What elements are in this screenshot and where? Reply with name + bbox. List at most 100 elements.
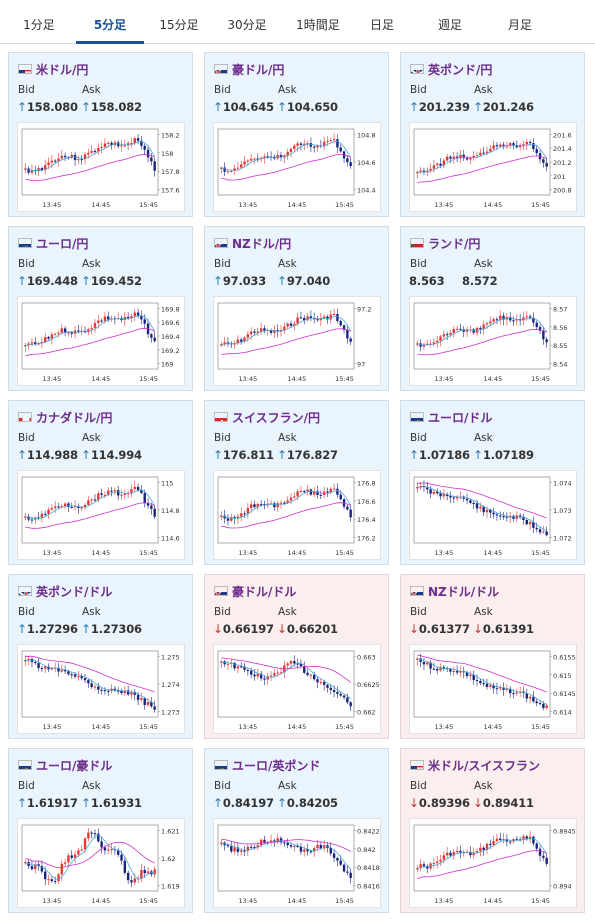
chart-container[interactable]: 1.074 1.073 1.072 13:45 14:45 15:45 [409,470,577,560]
candle-body [508,143,512,146]
chart-container[interactable]: 158.2 158 157.8 157.6 13:45 14:45 15:45 [17,122,185,212]
candle-body [508,841,512,843]
rate-card[interactable]: 米ドル/スイスフラン Bid Ask ↓0.89396 ↓0.89411 0.8945 0.… [400,748,585,913]
tab-3[interactable]: 30分足 [227,18,267,32]
chart-container[interactable]: 104.8 104.6 104.4 13:45 14:45 15:45 [213,122,381,212]
candle-body [439,667,442,671]
rate-card[interactable]: ユーロ/円 Bid Ask ↑169.448 ↑169.452 169.8 169.6 169… [8,226,193,391]
candle-body [346,871,349,873]
ask-price: 97.040 [286,274,331,288]
pair-name-link[interactable]: 豪ドル/円 [232,63,285,77]
rate-card[interactable]: 豪ドル/ドル Bid Ask ↓0.66197 ↓0.66201 0.663 0.6625 0… [204,574,389,739]
y-tick-label: 114.8 [161,507,180,515]
candle-body [140,490,143,494]
chart-container[interactable]: 201.6 201.4 201.2 201 200.8 13:45 14:45 15:45 [409,122,577,212]
price-chart: 1.074 1.073 1.072 13:45 14:45 15:45 [413,476,572,557]
candle-body [60,863,64,875]
y-tick-label: 97 [357,361,365,369]
candle-body [502,687,505,690]
ask-price: 1.07189 [482,448,534,462]
candle-body [116,690,120,692]
pair-name-link[interactable]: 英ポンド/円 [428,63,493,77]
rate-card[interactable]: NZドル/ドル Bid Ask ↓0.61377 ↓0.61391 0.6155 0.615… [400,574,585,739]
candle-body [489,509,492,513]
tab-5[interactable]: 日足 [369,18,394,32]
rate-card[interactable]: ユーロ/ドル Bid Ask ↑1.07186 ↑1.07189 1.074 1.073 1.… [400,400,585,565]
rate-card[interactable]: 米ドル/円 Bid Ask ↑158.080 ↑158.082 158.2 158 157.8… [8,52,193,217]
candle-body [469,851,472,856]
rate-card[interactable]: スイスフラン/円 Bid Ask ↑176.811 ↑176.827 176.8 176.6… [204,400,389,565]
up-arrow-icon: ↑ [473,100,483,114]
candle-body [279,672,283,674]
chart-container[interactable]: 0.8945 0.894 13:45 14:45 15:45 [409,818,577,908]
pair-name-link[interactable]: 豪ドル/ドル [232,585,297,599]
au-us-flag-icon [214,586,228,596]
candle-body [512,693,515,695]
candle-body [342,864,346,872]
chart-container[interactable]: 97.2 97 13:45 14:45 15:45 [213,296,381,386]
pair-name-link[interactable]: ユーロ/英ポンド [232,759,321,773]
pair-name-link[interactable]: NZドル/円 [232,237,292,251]
chart-container[interactable]: 8.57 8.56 8.55 8.54 13:45 14:45 15:45 [409,296,577,386]
pair-name-link[interactable]: スイスフラン/円 [232,411,321,425]
ask-price: 104.650 [286,100,338,114]
candle-body [87,680,90,684]
rate-card[interactable]: カナダドル/円 Bid Ask ↑114.988 ↑114.994 115 114.8 114… [8,400,193,565]
candle-body [426,662,429,665]
rate-card[interactable]: 豪ドル/円 Bid Ask ↑104.645 ↑104.650 104.8 104.6 104… [204,52,389,217]
candle-body [545,857,548,864]
pair-name-link[interactable]: 米ドル/スイスフラン [428,759,541,773]
chart-container[interactable]: 176.8 176.6 176.4 176.2 13:45 14:45 15:45 [213,470,381,560]
candle-body [126,143,130,146]
pair-name-link[interactable]: ランド/円 [428,237,481,251]
pair-name-link[interactable]: カナダドル/円 [36,411,113,425]
tab-4[interactable]: 1時間足 [296,18,340,32]
rate-card[interactable]: NZドル/円 Bid Ask ↑97.033 ↑97.040 97.2 97 13:45 14:… [204,226,389,391]
pair-name-link[interactable]: 米ドル/円 [36,63,89,77]
chart-container[interactable]: 1.275 1.274 1.273 13:45 14:45 15:45 [17,644,185,734]
chart-container[interactable]: 0.663 0.6625 0.662 13:45 14:45 15:45 [213,644,381,734]
rate-card[interactable]: 英ポンド/円 Bid Ask ↑201.239 ↑201.246 201.6 201.4 20… [400,52,585,217]
rate-card[interactable]: ユーロ/英ポンド Bid Ask ↑0.84197 ↑0.84205 0.8422 0.84… [204,748,389,913]
rate-card[interactable]: 英ポンド/ドル Bid Ask ↑1.27296 ↑1.27306 1.275 1.274 1… [8,574,193,739]
tab-0[interactable]: 1分足 [23,18,55,32]
ask-label: Ask [82,84,101,96]
chart-container[interactable]: 0.6155 0.615 0.6145 0.614 13:45 14:45 15:45 [409,644,577,734]
candle-body [475,503,479,509]
rate-card[interactable]: ユーロ/豪ドル Bid Ask ↑1.61917 ↑1.61931 1.621 1.62 1.… [8,748,193,913]
candle-body [123,494,127,495]
chart-container[interactable]: 1.621 1.62 1.619 13:45 14:45 15:45 [17,818,185,908]
bid-price: 201.239 [418,100,470,114]
candle-body [452,852,456,856]
chart-container[interactable]: 0.8422 0.842 0.8418 0.8416 13:45 14:45 15:45 [213,818,381,908]
candle-body [283,326,286,331]
pair-name-link[interactable]: NZドル/ドル [428,585,500,599]
pair-name-link[interactable]: 英ポンド/ドル [36,585,113,599]
rate-card[interactable]: ランド/円 Bid Ask 8.563 8.572 8.57 8.56 8.55 8.54 13:… [400,226,585,391]
chart-container[interactable]: 115 114.8 114.6 13:45 14:45 15:45 [17,470,185,560]
ma-long-line [221,657,351,683]
candle-body [133,878,136,883]
x-tick-label: 15:45 [139,549,158,557]
price-chart: 1.275 1.274 1.273 13:45 14:45 15:45 [21,650,180,731]
candle-body [153,706,156,710]
candle-body [47,336,50,339]
chart-frame [21,476,159,544]
pair-name-link[interactable]: ユーロ/円 [36,237,89,251]
pair-name-link[interactable]: ユーロ/豪ドル [36,759,113,773]
chart-container[interactable]: 169.8 169.6 169.4 169.2 169 13:45 14:45 15:45 [17,296,185,386]
tab-2[interactable]: 15分足 [159,18,199,32]
tab-6[interactable]: 週足 [437,18,462,32]
candle-body [346,158,349,163]
y-tick-label: 169 [161,361,173,369]
candle-body [256,673,260,677]
candle-body [518,145,522,148]
candle-body [535,527,538,530]
tab-7[interactable]: 月足 [507,18,532,32]
ask-price: 0.61391 [482,622,534,636]
candle-body [60,670,64,672]
candle-body [57,332,60,334]
pair-name-link[interactable]: ユーロ/ドル [428,411,493,425]
tab-1[interactable]: 5分足 [76,0,144,44]
candle-body [336,313,339,322]
